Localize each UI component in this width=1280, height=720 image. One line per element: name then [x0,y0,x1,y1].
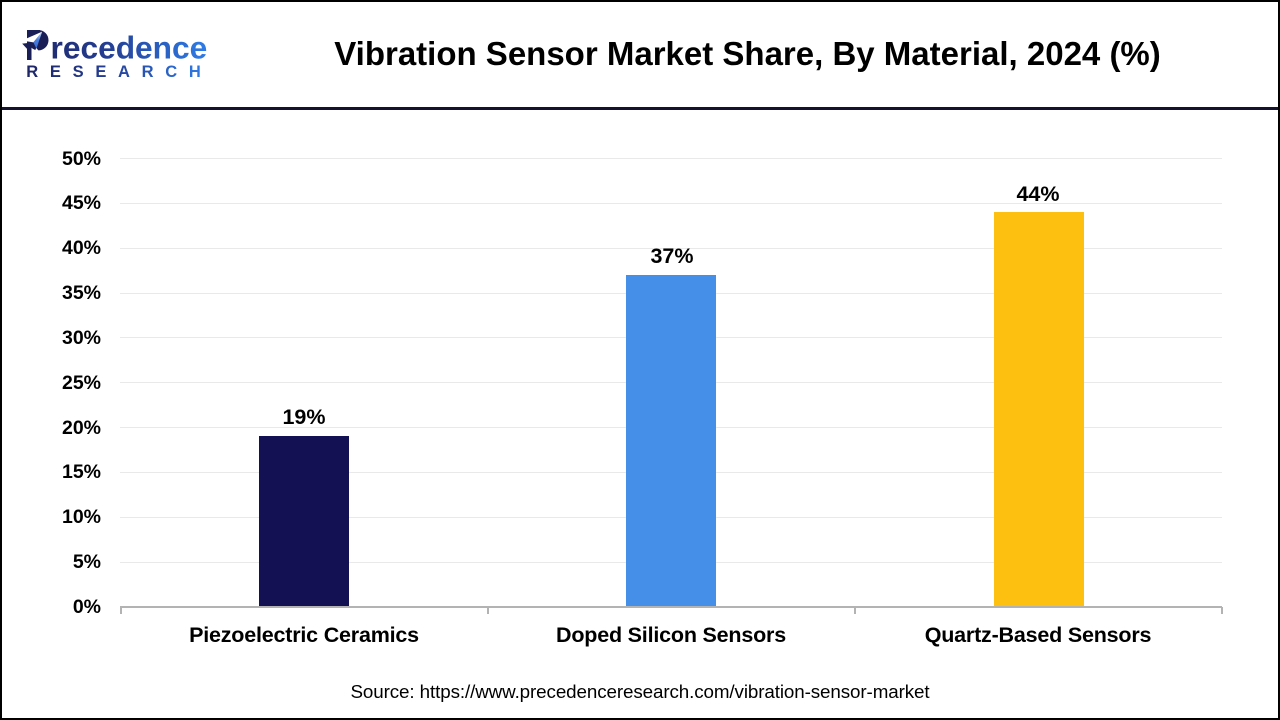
svg-text:RESEARCH: RESEARCH [26,63,212,81]
svg-text:recedence: recedence [51,30,208,66]
